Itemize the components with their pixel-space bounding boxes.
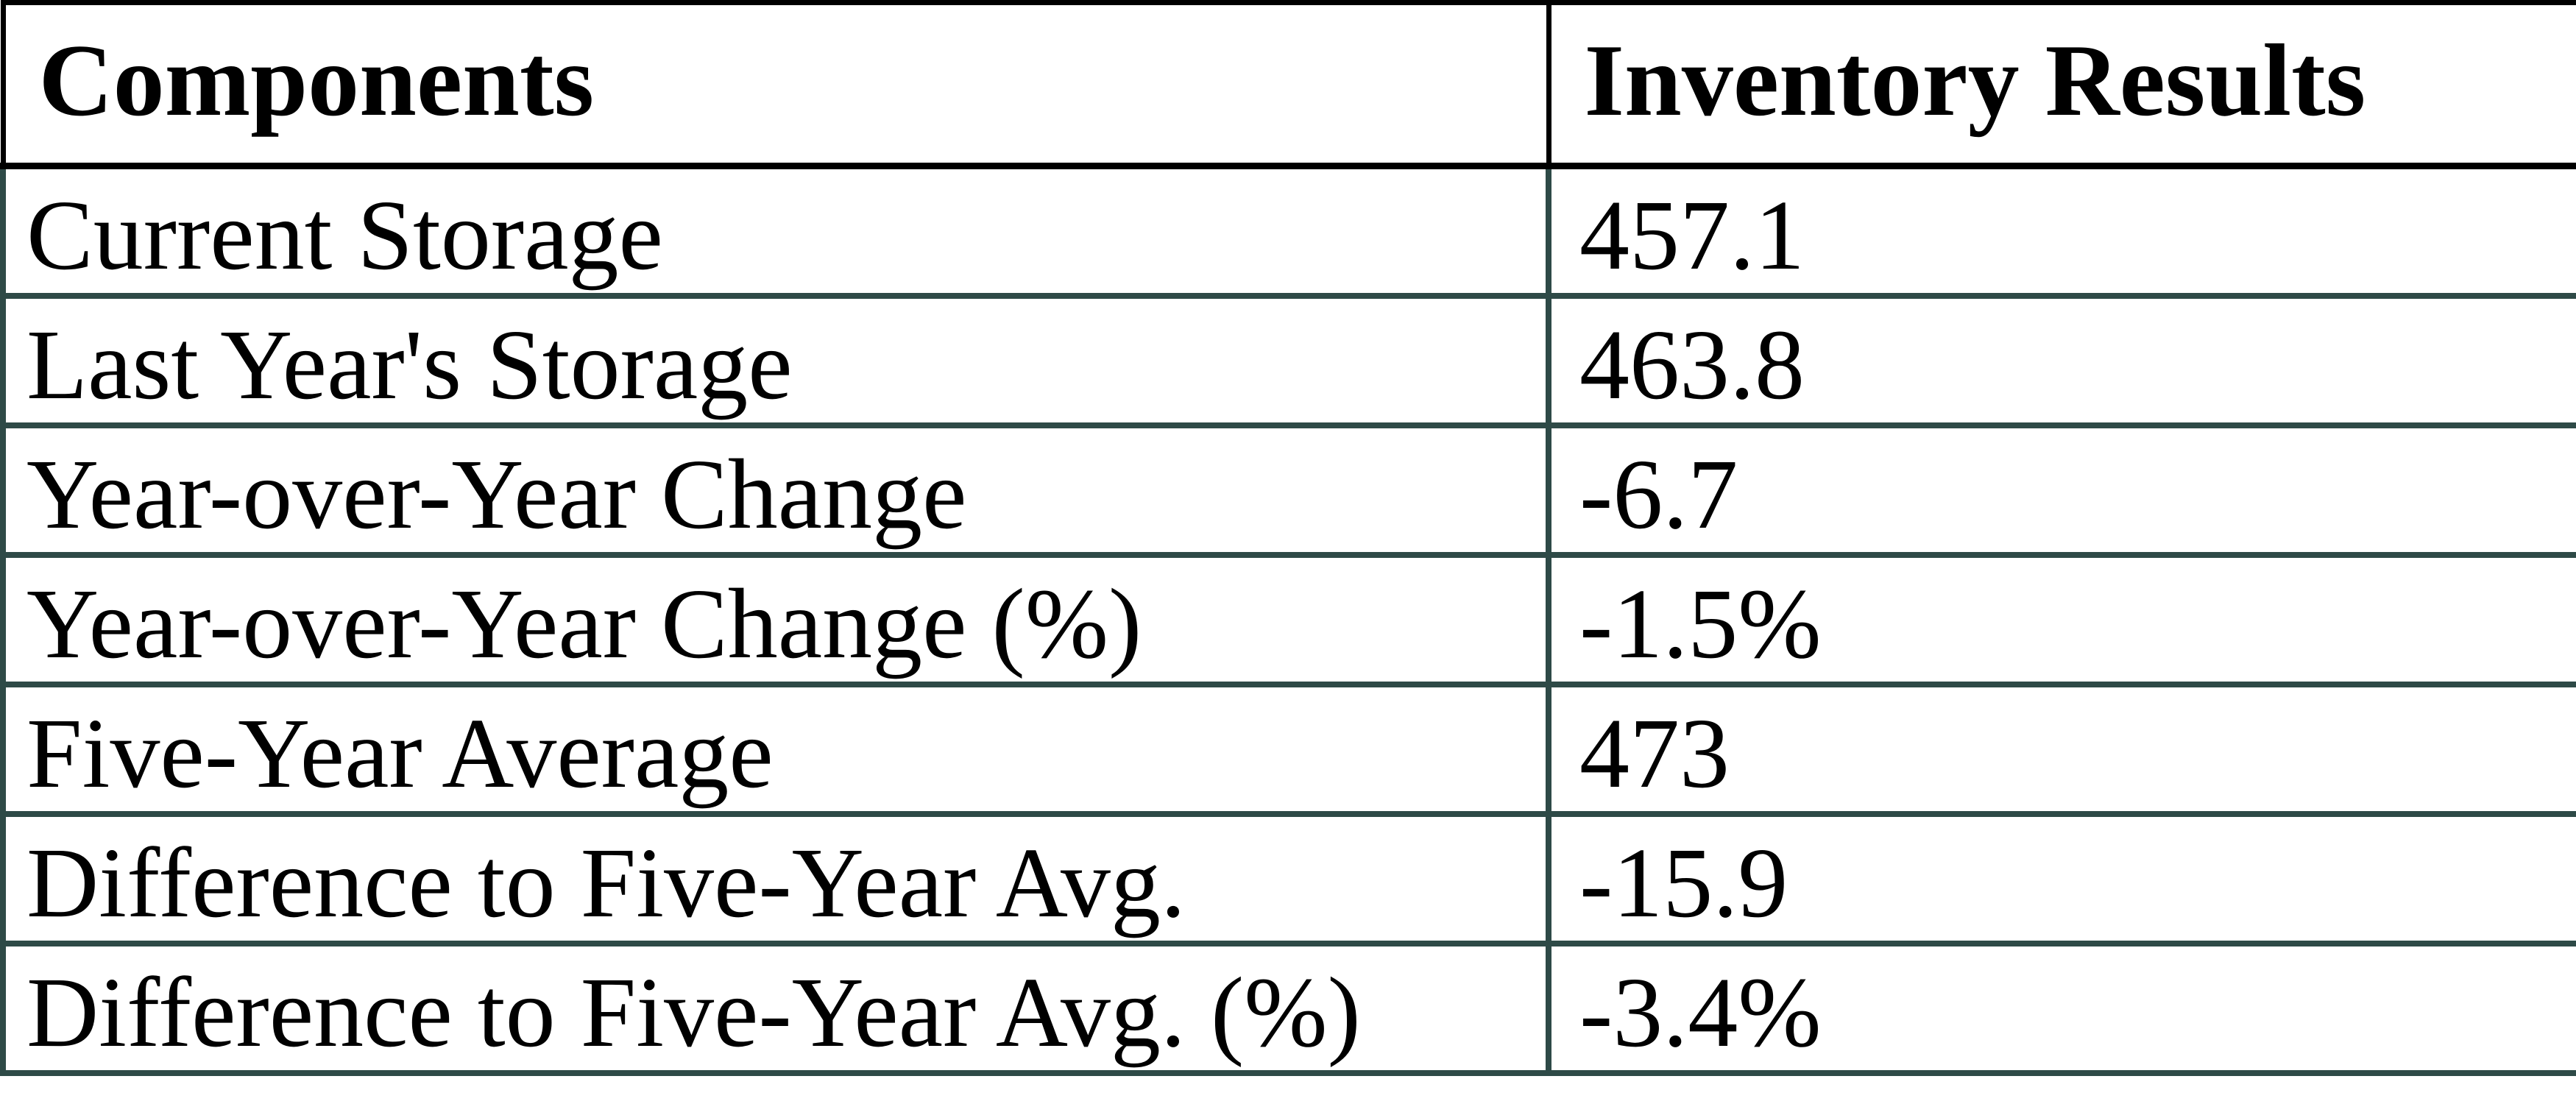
component-label-cell: Year-over-Year Change [0, 425, 1551, 558]
table-row: Five-Year Average 473 [0, 684, 2576, 817]
component-label-cell: Difference to Five-Year Avg. (%) [0, 944, 1551, 1076]
inventory-value-cell: -6.7 [1546, 425, 2576, 558]
component-label-cell: Last Year's Storage [0, 296, 1551, 428]
table-row: Year-over-Year Change (%) -1.5% [0, 555, 2576, 687]
table-row: Difference to Five-Year Avg. (%) -3.4% [0, 944, 2576, 1076]
table-row: Difference to Five-Year Avg. -15.9 [0, 814, 2576, 946]
table-row: Current Storage 457.1 [0, 166, 2576, 299]
inventory-results-column-header: Inventory Results [1546, 0, 2576, 169]
inventory-value-cell: -3.4% [1546, 944, 2576, 1076]
inventory-value-cell: 473 [1546, 684, 2576, 817]
component-label-cell: Five-Year Average [0, 684, 1551, 817]
inventory-value-cell: -15.9 [1546, 814, 2576, 946]
table-row: Year-over-Year Change -6.7 [0, 425, 2576, 558]
table-row: Last Year's Storage 463.8 [0, 296, 2576, 428]
component-label-cell: Year-over-Year Change (%) [0, 555, 1551, 687]
inventory-results-table: Components Inventory Results Current Sto… [0, 0, 2576, 1076]
inventory-value-cell: 457.1 [1546, 166, 2576, 299]
component-label-cell: Difference to Five-Year Avg. [0, 814, 1551, 946]
component-label-cell: Current Storage [0, 166, 1551, 299]
components-column-header: Components [0, 0, 1551, 169]
inventory-value-cell: 463.8 [1546, 296, 2576, 428]
inventory-value-cell: -1.5% [1546, 555, 2576, 687]
header-row: Components Inventory Results [0, 0, 2576, 169]
